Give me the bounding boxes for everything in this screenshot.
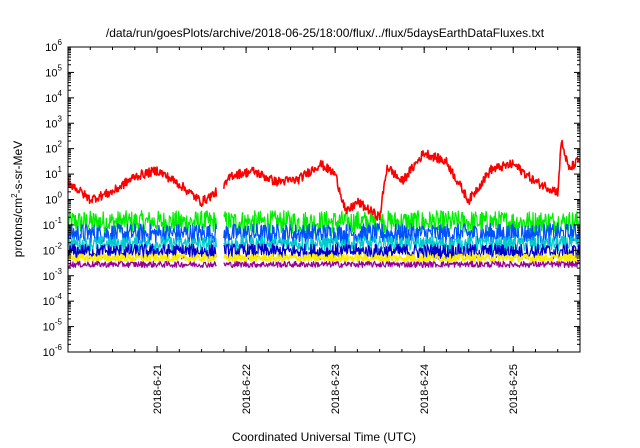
y-tick-label: 10-1 (43, 216, 63, 232)
y-tick-label: 10-6 (43, 343, 63, 359)
x-tick-label: 2018-6-23 (330, 364, 342, 414)
x-tick-label: 2018-6-24 (419, 364, 431, 414)
x-tick-label: 2018-6-21 (152, 364, 164, 414)
y-tick-label: 104 (45, 89, 62, 105)
y-tick-label: 10-5 (43, 318, 63, 334)
series-line-6 (68, 260, 217, 268)
series-line-1 (68, 210, 217, 234)
y-tick-label: 106 (45, 38, 62, 54)
x-tick-label: 2018-6-22 (241, 364, 253, 414)
ticks-layer (67, 46, 581, 353)
series-line-6 (223, 260, 580, 268)
series-line-0 (68, 166, 218, 208)
y-tick-label: 10-2 (43, 241, 63, 257)
series-line-2 (68, 223, 217, 245)
series-line-4 (223, 243, 580, 260)
series-line-0 (223, 139, 580, 221)
y-tick-label: 101 (45, 165, 62, 181)
series-line-5 (68, 253, 218, 263)
y-tick-label: 10-3 (43, 267, 63, 283)
chart-title: /data/run/goesPlots/archive/2018-06-25/1… (106, 26, 545, 40)
y-tick-label: 100 (45, 191, 62, 207)
y-tick-label: 105 (45, 63, 62, 79)
y-tick-label: 103 (45, 114, 62, 130)
series-line-5 (223, 253, 580, 263)
x-tick-label: 2018-6-25 (508, 364, 520, 414)
y-tick-labels: 106 105 104 103 102 101 100 10-1 10-2 10-3 10-4 10-… (43, 38, 63, 359)
series-layer (68, 139, 580, 268)
x-tick-labels: 2018-6-21 2018-6-22 2018-6-23 2018-6-24 2018… (152, 364, 520, 414)
plot-area (68, 139, 580, 268)
y-axis-label: protons/cm2-s-sr-MeV (10, 141, 25, 257)
series-line-4 (68, 243, 217, 260)
y-tick-label: 102 (45, 140, 62, 156)
x-axis-label: Coordinated Universal Time (UTC) (232, 430, 416, 444)
plot-frame (67, 46, 581, 353)
y-tick-label: 10-4 (43, 292, 63, 308)
